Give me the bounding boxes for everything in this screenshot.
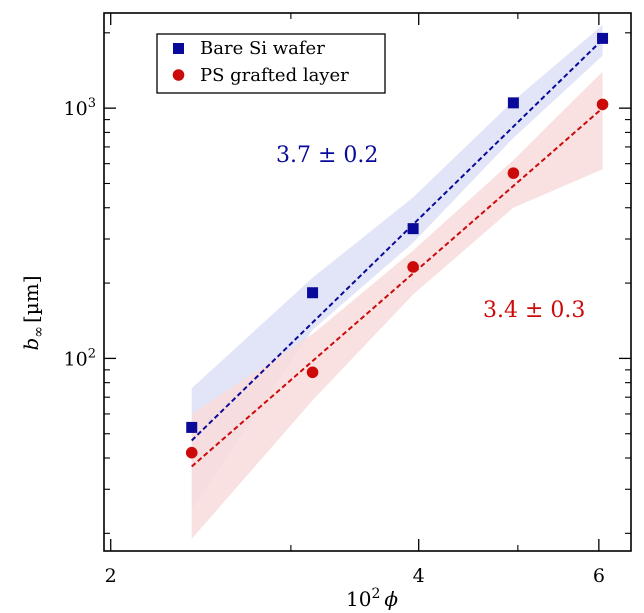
legend-marker-bare-si	[173, 43, 184, 54]
y-axis-title: b∞ [µm]	[19, 275, 47, 350]
y-axis-title-unit: [µm]	[19, 275, 43, 323]
x-axis-title-exp: 2	[371, 586, 380, 602]
legend: Bare Si wafer PS grafted layer	[156, 33, 386, 94]
point-ps	[185, 446, 198, 459]
x-axis-title-var: ϕ	[384, 587, 398, 611]
axis-ticks	[104, 13, 631, 551]
y-axis-title-sub: ∞	[31, 326, 47, 338]
x-tick-label: 6	[593, 565, 605, 587]
x-tick-label: 2	[105, 565, 117, 587]
legend-marker-ps	[172, 69, 185, 81]
fit-line-ps	[191, 107, 604, 468]
point-bare-si	[186, 421, 198, 433]
y-tick-label-base: 10	[64, 348, 88, 370]
confidence-bands	[191, 24, 603, 539]
point-bare-si	[307, 287, 319, 299]
legend-label-bare-si: Bare Si wafer	[200, 38, 325, 59]
point-bare-si	[507, 97, 519, 109]
legend-label-ps: PS grafted layer	[200, 65, 349, 86]
annotation-ps: 3.4 ± 0.3	[483, 298, 585, 323]
annotation-bare-si: 3.7 ± 0.2	[276, 143, 378, 168]
point-bare-si	[597, 32, 609, 44]
plot-frame	[103, 12, 632, 552]
y-tick-label: 103	[64, 96, 96, 120]
x-axis-title-base: 10	[346, 587, 371, 611]
fit-lines	[191, 38, 604, 468]
y-tick-label: 102	[64, 346, 96, 370]
point-ps	[306, 366, 319, 379]
band-bare-si	[191, 24, 603, 510]
point-ps	[507, 167, 520, 179]
point-ps	[407, 261, 419, 273]
y-tick-label-exp: 3	[88, 96, 96, 111]
y-tick-label-base: 10	[64, 98, 88, 120]
point-ps	[596, 98, 609, 111]
x-axis-title: 102 ϕ	[346, 586, 398, 611]
y-tick-label-exp: 2	[88, 346, 96, 361]
y-axis-title-var: b	[19, 338, 43, 351]
data-points	[185, 32, 609, 459]
x-tick-label: 4	[413, 565, 425, 587]
legend-box	[156, 33, 386, 94]
band-ps	[191, 71, 603, 539]
point-bare-si	[407, 223, 419, 235]
